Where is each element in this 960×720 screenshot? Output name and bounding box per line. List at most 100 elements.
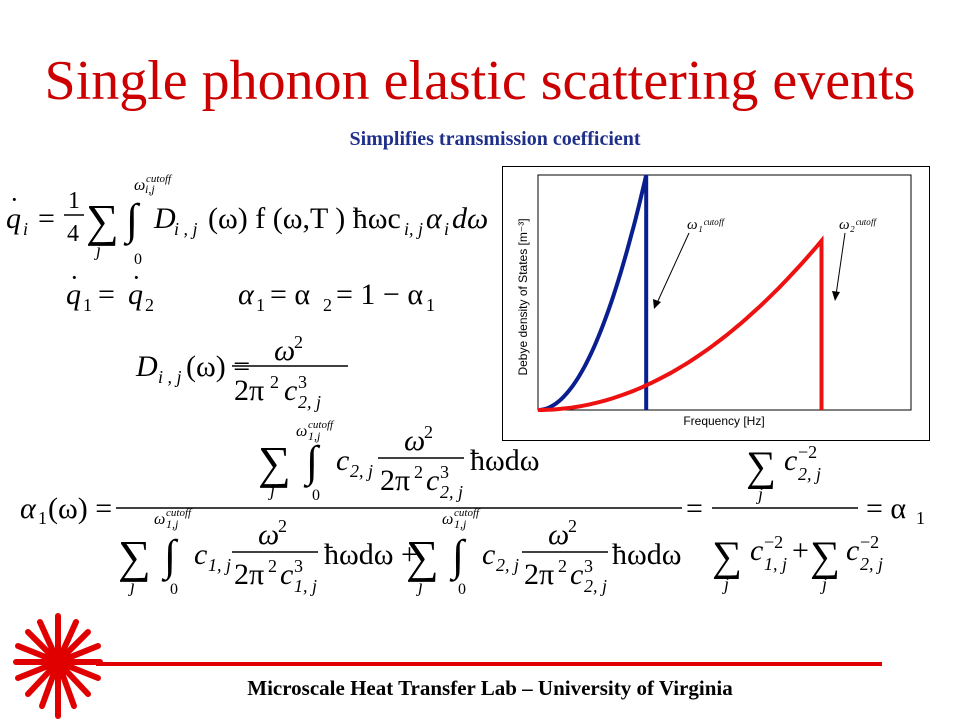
- svg-text:1: 1: [68, 188, 80, 214]
- svg-text:1,j: 1,j: [166, 517, 179, 531]
- svg-text:ħωdω: ħωdω: [470, 444, 540, 477]
- svg-text:(ω) f (ω,T ) ħωc: (ω) f (ω,T ) ħωc: [208, 202, 401, 235]
- svg-text:ħωdω +: ħωdω +: [324, 538, 418, 571]
- svg-text:i: i: [444, 219, 449, 239]
- svg-text:1: 1: [256, 295, 265, 315]
- svg-text:ω: ω: [258, 518, 279, 551]
- svg-text:1, j: 1, j: [208, 555, 231, 575]
- svg-text:2, j: 2, j: [350, 461, 373, 481]
- svg-text:0: 0: [312, 487, 320, 504]
- svg-text:c: c: [784, 444, 797, 477]
- svg-text:=: =: [98, 278, 115, 311]
- svg-text:ω: ω: [134, 177, 145, 194]
- svg-text:·: ·: [10, 185, 19, 214]
- svg-text:q: q: [128, 278, 143, 311]
- cutoff-label-1: ω₁ᶜᵘᵗᵒᶠᶠ: [687, 217, 726, 233]
- svg-text:2, j: 2, j: [298, 392, 321, 412]
- svg-text:+: +: [792, 534, 809, 567]
- svg-text:i,j: i,j: [145, 182, 155, 196]
- svg-text:2: 2: [323, 295, 332, 315]
- slide-subtitle: Simplifies transmission coefficient: [349, 128, 641, 150]
- svg-text:j: j: [756, 484, 763, 504]
- svg-text:0: 0: [134, 251, 142, 268]
- svg-text:j: j: [94, 240, 101, 260]
- equation-debye-dos: D i , j (ω) = ω 2 2π 2 c 3 2, j: [135, 332, 348, 412]
- svg-text:2, j: 2, j: [440, 482, 463, 502]
- svg-text:·: ·: [132, 263, 141, 292]
- svg-text:D: D: [135, 350, 158, 383]
- svg-text:3: 3: [298, 372, 307, 392]
- svg-text:∑: ∑: [712, 534, 742, 580]
- svg-text:α: α: [426, 202, 443, 235]
- svg-text:α: α: [238, 278, 255, 311]
- svg-text:∫: ∫: [303, 437, 321, 488]
- svg-text:= 1 − α: = 1 − α: [336, 278, 423, 311]
- svg-text:c: c: [482, 538, 495, 571]
- svg-text:2, j: 2, j: [860, 554, 883, 574]
- svg-text:∑: ∑: [258, 437, 291, 488]
- svg-text:2π: 2π: [524, 558, 554, 591]
- svg-text:2, j: 2, j: [496, 555, 519, 575]
- dos-chart: Frequency [Hz] Debye density of States […: [502, 166, 930, 441]
- svg-text:cutoff: cutoff: [454, 507, 481, 519]
- svg-text:c: c: [284, 374, 297, 407]
- svg-text:c: c: [194, 538, 207, 571]
- svg-text:0: 0: [458, 581, 466, 598]
- svg-text:∫: ∫: [449, 531, 467, 582]
- svg-text:1,j: 1,j: [454, 517, 467, 531]
- svg-text:2: 2: [558, 556, 567, 576]
- red-sunburst-logo: [13, 613, 103, 719]
- svg-text:j: j: [722, 574, 729, 594]
- svg-text:(ω) =: (ω) =: [48, 492, 112, 525]
- svg-text:2: 2: [270, 372, 279, 392]
- x-axis-label: Frequency [Hz]: [683, 414, 764, 428]
- svg-text:ω: ω: [296, 423, 307, 440]
- svg-text:2π: 2π: [234, 558, 264, 591]
- svg-text:∑: ∑: [406, 531, 439, 582]
- svg-text:2, j: 2, j: [584, 576, 607, 596]
- svg-text:j: j: [820, 574, 827, 594]
- svg-text:2: 2: [268, 556, 277, 576]
- svg-text:ω: ω: [404, 424, 425, 457]
- svg-text:=: =: [686, 492, 703, 525]
- svg-text:0: 0: [170, 581, 178, 598]
- svg-text:j: j: [128, 576, 135, 596]
- svg-text:cutoff: cutoff: [166, 507, 193, 519]
- svg-text:=: =: [38, 202, 55, 235]
- svg-text:2: 2: [145, 295, 154, 315]
- svg-text:ω: ω: [442, 511, 453, 528]
- svg-text:c: c: [426, 464, 439, 497]
- svg-text:c: c: [336, 444, 349, 477]
- svg-text:j: j: [268, 480, 275, 500]
- dos-chart-svg: Frequency [Hz] Debye density of States […: [516, 174, 912, 428]
- svg-text:1: 1: [83, 295, 92, 315]
- svg-text:cutoff: cutoff: [146, 173, 173, 185]
- svg-text:c: c: [570, 558, 583, 591]
- svg-text:−2: −2: [798, 442, 817, 462]
- svg-text:−2: −2: [860, 532, 879, 552]
- plot-area: [537, 174, 912, 411]
- svg-text:ω: ω: [274, 334, 295, 367]
- svg-text:c: c: [750, 534, 763, 567]
- svg-text:= α: = α: [866, 492, 906, 525]
- svg-text:i , j: i , j: [174, 219, 198, 239]
- svg-text:i , j: i , j: [158, 367, 182, 387]
- svg-text:∑: ∑: [118, 531, 151, 582]
- svg-text:1: 1: [38, 508, 47, 528]
- equation-flux-balance: q · 1 = q · 2: [66, 263, 154, 315]
- svg-text:= α: = α: [270, 278, 310, 311]
- svg-text:2: 2: [568, 516, 577, 536]
- svg-text:2: 2: [278, 516, 287, 536]
- equation-transmission-coefficient: α 1 (ω) = ∑ j ∫ ω 1,j cutoff 0 c 2, j ω …: [20, 419, 925, 598]
- y-axis-label: Debye density of States [m⁻³]: [516, 218, 530, 375]
- svg-text:c: c: [280, 558, 293, 591]
- svg-text:ω: ω: [154, 511, 165, 528]
- svg-text:∑: ∑: [746, 444, 776, 490]
- svg-text:−2: −2: [764, 532, 783, 552]
- annotation-arrowhead-1: [653, 299, 661, 309]
- equation-heat-flux: q · i = 1 4 ∑ j ∫ ω i,j cutoff 0 D i , j…: [6, 173, 488, 268]
- svg-text:3: 3: [584, 556, 593, 576]
- svg-text:2π: 2π: [234, 374, 264, 407]
- svg-text:2: 2: [294, 332, 303, 352]
- svg-text:3: 3: [294, 556, 303, 576]
